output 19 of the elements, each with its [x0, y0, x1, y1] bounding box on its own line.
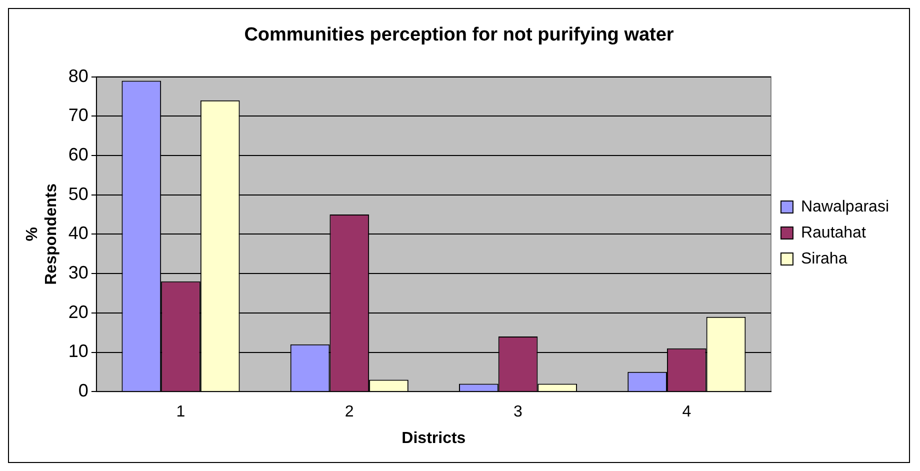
y-tick-label: 50 [68, 184, 88, 204]
y-tick-label: 0 [78, 380, 88, 401]
legend-label: Siraha [800, 250, 848, 268]
legend-label: Nawalparasi [800, 198, 890, 216]
x-axis-title: Districts [402, 430, 466, 447]
x-tick-label: 1 [176, 404, 186, 421]
x-tick-label: 3 [514, 404, 523, 421]
x-tick-label: 4 [682, 404, 692, 421]
y-tick-label: 70 [68, 105, 88, 126]
y-tick-label: 60 [68, 144, 88, 164]
x-tick-label: 2 [344, 404, 354, 421]
y-tick-label: 10 [68, 341, 88, 362]
y-tick-label: 20 [68, 302, 88, 322]
y-tick-label: 40 [68, 223, 88, 244]
y-tick-label: 80 [68, 66, 88, 86]
legend-label: Rautahat [800, 224, 866, 242]
y-tick-label: 30 [68, 262, 88, 283]
chart-title: Communities perception for not purifying water [244, 24, 674, 46]
y-axis-title: % Respondents [24, 183, 60, 285]
